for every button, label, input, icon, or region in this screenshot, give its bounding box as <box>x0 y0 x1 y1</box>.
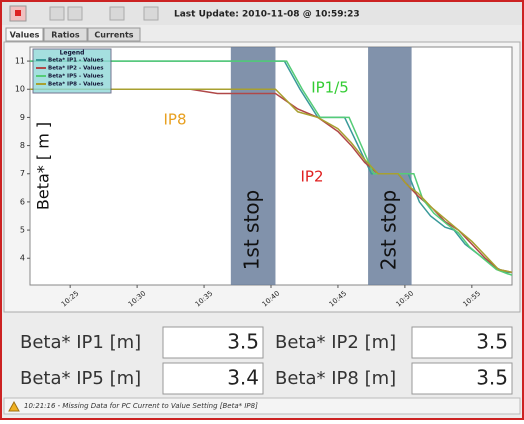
field-label: Beta* IP8 [m] <box>275 368 396 389</box>
field-label: Beta* IP1 [m] <box>20 332 141 353</box>
warning-icon <box>8 400 20 412</box>
annotation: IP1/5 <box>311 79 349 97</box>
y-tick-label: 9 <box>20 113 25 122</box>
tab-label: Ratios <box>51 31 80 40</box>
y-tick-label: 4 <box>20 254 25 263</box>
y-tick-label: 6 <box>20 197 25 206</box>
series-line <box>30 60 513 276</box>
tab-label: Values <box>10 31 40 40</box>
tab[interactable] <box>87 27 141 42</box>
field-box <box>162 362 264 395</box>
field-box <box>411 326 513 359</box>
legend-label: Beta* IP5 - Values <box>48 74 104 80</box>
toolbar-button[interactable] <box>143 6 159 21</box>
toolbar <box>2 2 522 25</box>
y-tick-label: 7 <box>20 169 25 178</box>
field-box <box>411 362 513 395</box>
last-update: Last Update: 2010-11-08 @ 10:59:23 <box>174 10 360 20</box>
field-box <box>162 326 264 359</box>
field-value: 3.5 <box>476 330 508 354</box>
stop-label: 1st stop <box>240 190 264 271</box>
toolbar-button[interactable] <box>67 6 83 21</box>
y-tick-label: 10 <box>15 85 25 94</box>
status-bar <box>3 397 521 415</box>
stop-region <box>368 47 412 285</box>
series-line <box>30 88 513 274</box>
field-value: 3.5 <box>227 330 259 354</box>
field-label: Beta* IP5 [m] <box>20 368 141 389</box>
stop-region <box>230 47 276 285</box>
y-tick-label: 5 <box>20 226 25 235</box>
status-text: 10:21:16 - Missing Data for PC Current t… <box>24 402 258 410</box>
y-tick-label: 11 <box>15 57 25 66</box>
tab[interactable] <box>5 27 44 42</box>
legend-label: Beta* IP2 - Values <box>48 66 104 72</box>
field-value: 3.5 <box>476 366 508 390</box>
legend-label: Beta* IP8 - Values <box>48 82 104 88</box>
field-label: Beta* IP2 [m] <box>275 332 396 353</box>
y-tick-label: 8 <box>20 141 25 150</box>
tab-label: Currents <box>94 31 133 40</box>
toolbar-button[interactable] <box>49 6 65 21</box>
annotation: IP2 <box>300 168 323 186</box>
stop-icon <box>15 10 21 16</box>
legend-box <box>32 48 112 94</box>
annotation: IP8 <box>163 111 186 129</box>
tab[interactable] <box>43 27 88 42</box>
y-axis-label: Beta* [ m ] <box>34 122 53 210</box>
legend-label: Beta* IP1 - Values <box>48 58 104 64</box>
field-value: 3.4 <box>227 366 259 390</box>
legend-title: Legend <box>60 50 85 57</box>
stop-label: 2st stop <box>376 190 400 271</box>
toolbar-button[interactable] <box>109 6 125 21</box>
